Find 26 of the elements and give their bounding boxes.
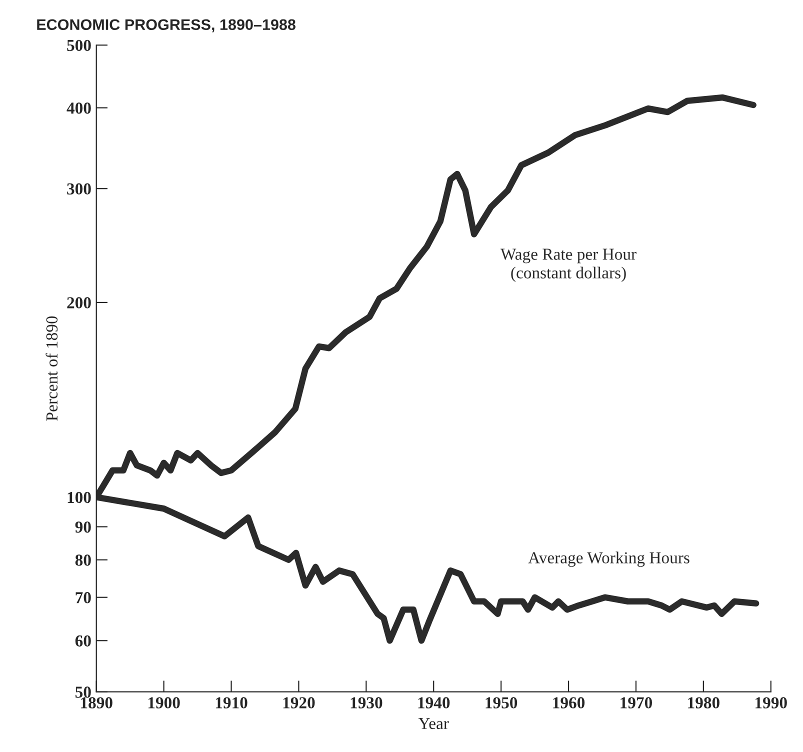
y-tick-label: 100 xyxy=(68,492,91,504)
x-tick-label: 1940 xyxy=(418,697,450,708)
x-tick-label: 1910 xyxy=(216,697,248,708)
y-tick-label: 200 xyxy=(67,297,91,308)
y-tick-label: 300 xyxy=(67,183,91,195)
x-tick-label: 1920 xyxy=(283,697,315,708)
y-tick-label: 90 xyxy=(75,521,91,533)
x-tick-label: 1960 xyxy=(553,697,585,708)
y-tick-label: 60 xyxy=(75,635,91,647)
x-tick-label: 1990 xyxy=(756,697,787,708)
y-tick-label: 500 xyxy=(67,40,91,52)
x-tick-label: 1890 xyxy=(81,697,112,708)
x-tick-label: 1950 xyxy=(486,697,518,708)
chart-title: ECONOMIC PROGRESS, 1890–1988 xyxy=(37,19,296,32)
x-tick-label: 1900 xyxy=(148,697,180,708)
x-axis-title: Year xyxy=(418,718,449,730)
series-label: Wage Rate per Hour (constant dollars) xyxy=(500,248,636,282)
y-tick-label: 50 xyxy=(76,686,91,698)
series-label: Average Working Hours xyxy=(528,552,690,567)
y-tick-label: 70 xyxy=(76,592,91,604)
x-tick-label: 1980 xyxy=(688,697,720,708)
x-tick-label: 1970 xyxy=(620,697,652,708)
x-tick-label: 1930 xyxy=(350,697,382,708)
y-tick-label: 400 xyxy=(66,102,91,114)
y-axis-title: Percent of 1890 xyxy=(46,316,58,421)
y-tick-label: 80 xyxy=(75,554,91,566)
